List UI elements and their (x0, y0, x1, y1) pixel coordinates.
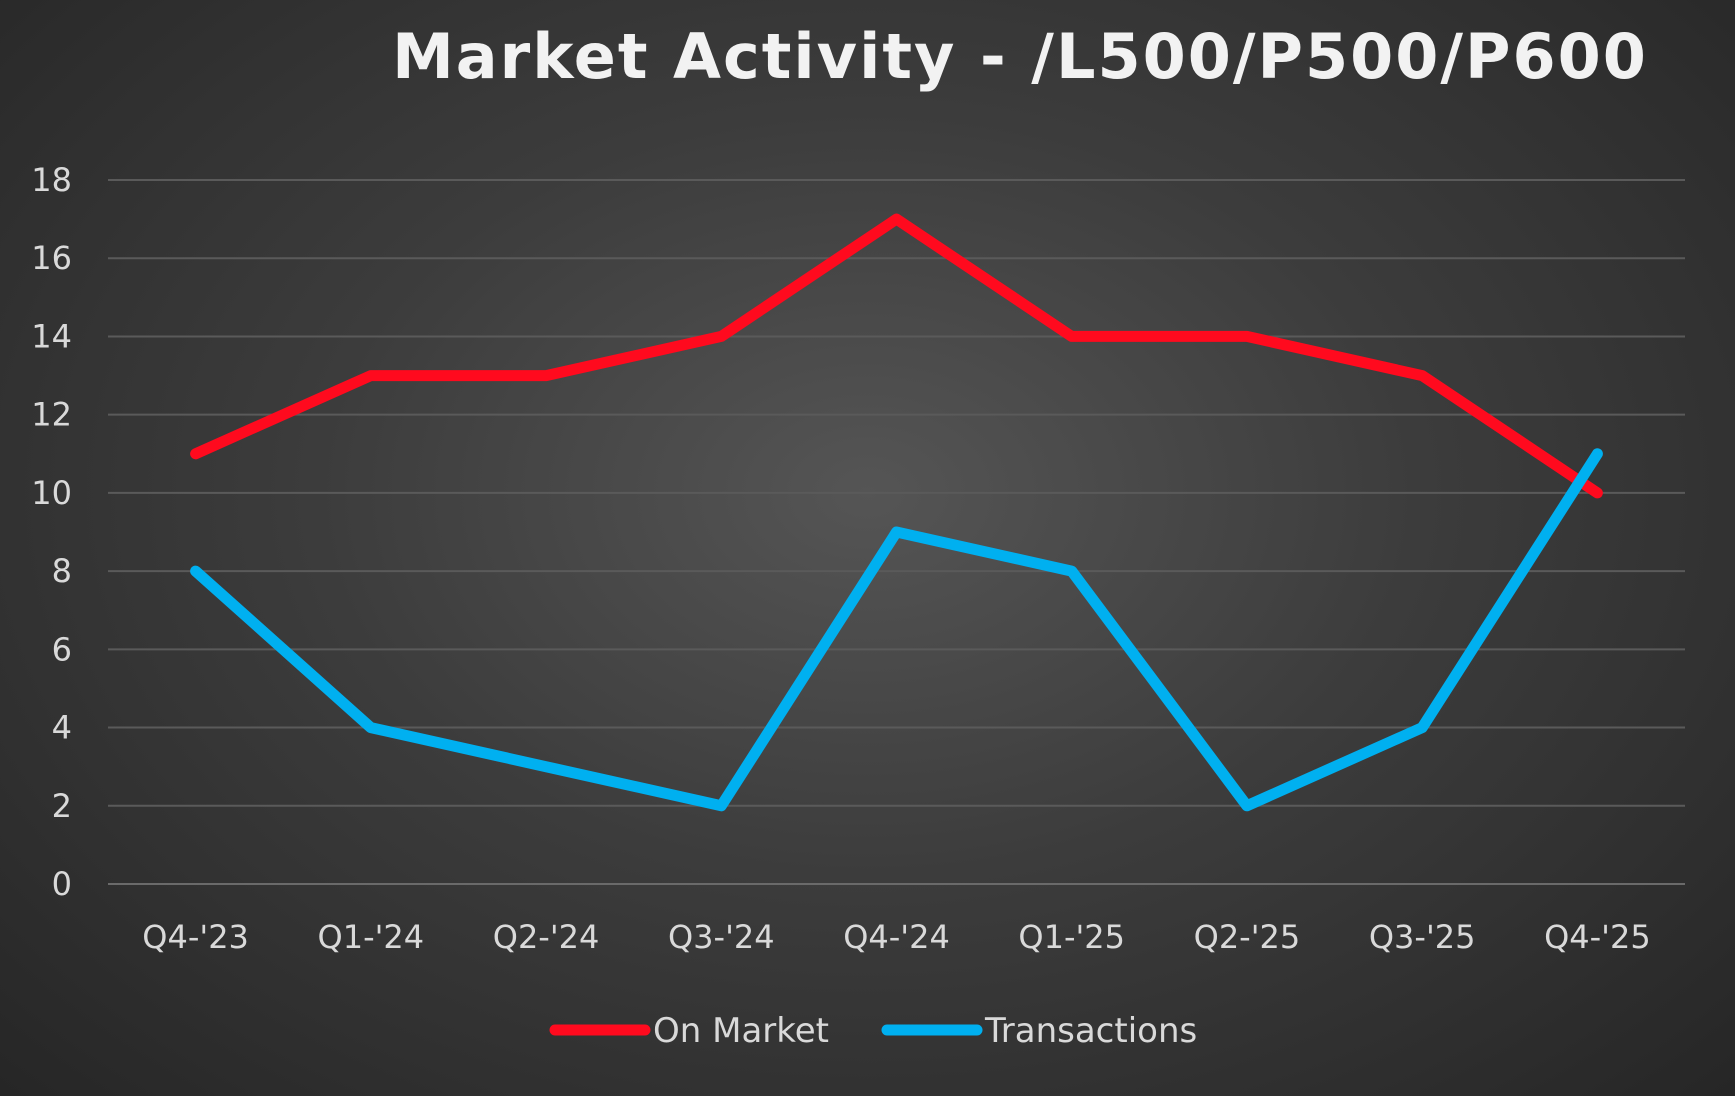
y-tick-label: 10 (31, 474, 72, 512)
chart-title: Market Activity - /L500/P500/P600 (392, 20, 1648, 93)
legend-label: Transactions (984, 1011, 1197, 1051)
series-line-transactions (190, 448, 1603, 812)
x-axis-ticks: Q4-'23 Q1-'24 Q2-'24 Q3-'24 Q4-'24 Q1-'25 Q2-'… (142, 918, 1650, 956)
y-tick-label: 0 (52, 865, 72, 903)
x-tick-label: Q3-'24 (668, 918, 775, 956)
y-tick-label: 6 (52, 630, 72, 668)
series-lines (190, 213, 1603, 812)
y-tick-label: 16 (31, 239, 72, 277)
y-tick-label: 8 (52, 552, 72, 590)
y-tick-label: 14 (31, 317, 72, 355)
x-tick-label: Q3-'25 (1369, 918, 1476, 956)
series-line-on-market (190, 213, 1603, 499)
x-tick-label: Q4-'24 (843, 918, 950, 956)
x-tick-label: Q4-'23 (142, 918, 249, 956)
y-tick-label: 4 (52, 709, 72, 747)
y-tick-label: 12 (31, 396, 72, 434)
legend-label: On Market (653, 1011, 829, 1051)
y-tick-label: 18 (31, 161, 72, 199)
x-tick-label: Q4-'25 (1544, 918, 1651, 956)
x-tick-label: Q1-'24 (318, 918, 425, 956)
y-axis-ticks: 0 2 4 6 8 10 12 14 16 18 (31, 161, 72, 903)
y-tick-label: 2 (52, 787, 72, 825)
x-tick-label: Q2-'24 (493, 918, 600, 956)
x-tick-label: Q2-'25 (1194, 918, 1301, 956)
x-tick-label: Q1-'25 (1018, 918, 1125, 956)
legend: On Market Transactions (549, 1011, 1197, 1051)
